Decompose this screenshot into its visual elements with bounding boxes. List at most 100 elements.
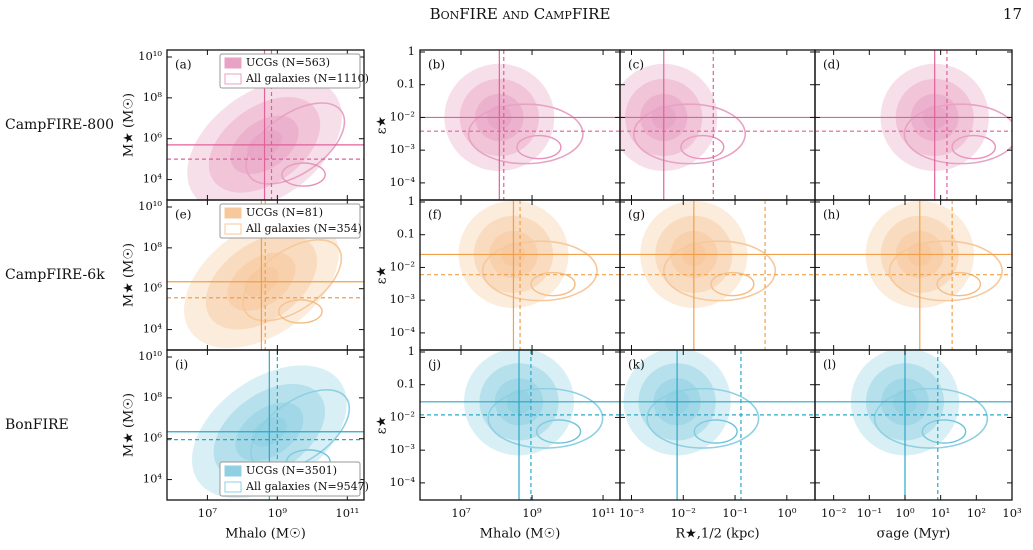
plot-area [815, 50, 1012, 200]
all-galaxies-contour [481, 240, 598, 302]
panel: (b) 10⁻⁴ 10⁻³ 10⁻² 0.1 1 ε★ [375, 44, 621, 201]
x-tick-label: 10⁹ [268, 506, 288, 520]
y-tick-label: 10⁻³ [390, 442, 416, 456]
y-tick-label: 10⁻⁴ [390, 475, 416, 489]
legend-label: All galaxies (N=354) [245, 222, 362, 235]
all-galaxies-contour [680, 134, 725, 160]
plot-area [815, 350, 1012, 500]
y-axis-label: ε★ [375, 116, 390, 134]
x-tick-label: 10⁰ [777, 506, 797, 520]
y-axis-label: ε★ [375, 416, 390, 434]
x-tick-label: 10² [967, 506, 986, 520]
panel-letter: (l) [823, 358, 836, 372]
x-tick-label: 10¹ [931, 506, 950, 520]
all-galaxies-contour [921, 419, 967, 444]
page-number: 17 [1003, 5, 1022, 23]
x-tick-label: 10⁻² [671, 506, 696, 520]
row-label: CampFIRE-6k [5, 267, 105, 283]
legend-box [219, 461, 361, 497]
y-tick-label: 10⁸ [143, 90, 163, 104]
plot-area [620, 200, 815, 350]
x-axis-label: Mhalo (M☉) [480, 527, 561, 542]
x-tick-label: 10⁷ [451, 506, 471, 520]
all-galaxies-contour [710, 271, 755, 297]
legend-swatch [224, 465, 242, 477]
x-axis-label: σage (Myr) [877, 527, 951, 542]
legend-label: All galaxies (N=9547) [245, 480, 369, 493]
legend: UCGs (N=81) All galaxies (N=354) [219, 203, 362, 239]
y-tick-label: 10⁴ [143, 172, 163, 186]
panel-letter: (b) [428, 58, 445, 72]
all-galaxies-contour [516, 134, 562, 160]
panel: (c) [619, 49, 816, 201]
x-tick-label: 10¹¹ [335, 506, 359, 520]
row-label: CampFIRE-800 [5, 117, 114, 133]
x-axis-label: Mhalo (M☉) [225, 527, 306, 542]
y-tick-label: 10⁶ [143, 281, 163, 295]
all-galaxies-contour [535, 419, 582, 444]
legend-label: UCGs (N=3501) [246, 464, 337, 477]
row-label: BonFIRE [5, 417, 69, 433]
y-tick-label: 10⁸ [143, 240, 163, 254]
x-tick-label: 10⁹ [522, 506, 542, 520]
panel-letter: (a) [175, 58, 192, 72]
y-tick-label: 1 [408, 194, 415, 208]
y-tick-label: 1 [408, 344, 415, 358]
all-galaxies-contour [281, 162, 326, 187]
y-tick-label: 10⁻² [390, 409, 415, 423]
panel-letter: (i) [175, 358, 188, 372]
y-tick-label: 10⁻² [390, 259, 415, 273]
page-header: BonFIRE and CampFIRE [430, 5, 611, 23]
x-tick-label: 10⁻¹ [722, 506, 747, 520]
panel-letter: (f) [428, 208, 442, 222]
y-tick-label: 10⁴ [143, 472, 163, 486]
plot-area [167, 50, 364, 200]
panel-frame [814, 349, 1013, 501]
plot-area [420, 50, 620, 200]
legend-swatch [224, 481, 242, 493]
y-tick-label: 0.1 [397, 227, 415, 241]
all-galaxies-contour [663, 240, 777, 302]
all-galaxies-contour [646, 387, 760, 449]
panel: (j) 10⁷ 10⁹ 10¹¹ 10⁻⁴ 10⁻³ 10⁻² 0.1 1 ε★ Mhalo (M☉… [375, 344, 621, 542]
plot-area [620, 350, 815, 500]
all-galaxies-contour [487, 387, 604, 449]
panel-frame [166, 349, 365, 501]
plot-area [815, 200, 1012, 350]
y-tick-label: 10⁻³ [390, 292, 416, 306]
x-tick-label: 10⁻² [821, 506, 846, 520]
legend-label: UCGs (N=81) [246, 206, 323, 219]
plot-area [420, 200, 620, 350]
all-galaxies-contour [951, 134, 997, 160]
all-galaxies-contour [632, 103, 747, 165]
panel-letter: (e) [175, 208, 191, 222]
panel: (g) [619, 199, 816, 351]
plot-area [620, 50, 815, 200]
panel-letter: (g) [628, 208, 645, 222]
legend-box [219, 53, 361, 89]
panel-letter: (d) [823, 58, 840, 72]
y-tick-label: 10⁶ [143, 431, 163, 445]
all-galaxies-contour [873, 387, 989, 449]
y-tick-label: 0.1 [397, 77, 415, 91]
x-tick-label: 10⁻¹ [857, 506, 882, 520]
legend-label: UCGs (N=563) [246, 56, 330, 69]
legend: UCGs (N=3501) All galaxies (N=9547) [219, 461, 369, 497]
y-tick-label: 10¹⁰ [138, 199, 162, 213]
legend: UCGs (N=563) All galaxies (N=1110) [219, 53, 369, 89]
y-axis-label: ε★ [375, 266, 390, 284]
panel: (k) 10⁻³ 10⁻² 10⁻¹ 10⁰ R★,1/2 (kpc) [619, 349, 816, 542]
all-galaxies-contour [903, 103, 1012, 165]
y-tick-label: 10¹⁰ [138, 349, 162, 363]
all-galaxies-contour [278, 299, 323, 324]
y-tick-label: 10⁻² [390, 109, 415, 123]
plot-area [167, 350, 364, 500]
x-tick-label: 10¹¹ [591, 506, 615, 520]
plot-area [420, 350, 620, 500]
legend-swatch [224, 73, 242, 85]
all-galaxies-contour [888, 240, 1003, 302]
panel: (e) 10⁴ 10⁶ 10⁸ 10¹⁰ M★ (M☉) UCGs (N=81) All ga… [122, 199, 365, 351]
panel: (l) 10⁻² 10⁻¹ 10⁰ 10¹ 10² 10³ σage (Myr) [814, 349, 1022, 542]
legend-swatch [224, 223, 242, 235]
